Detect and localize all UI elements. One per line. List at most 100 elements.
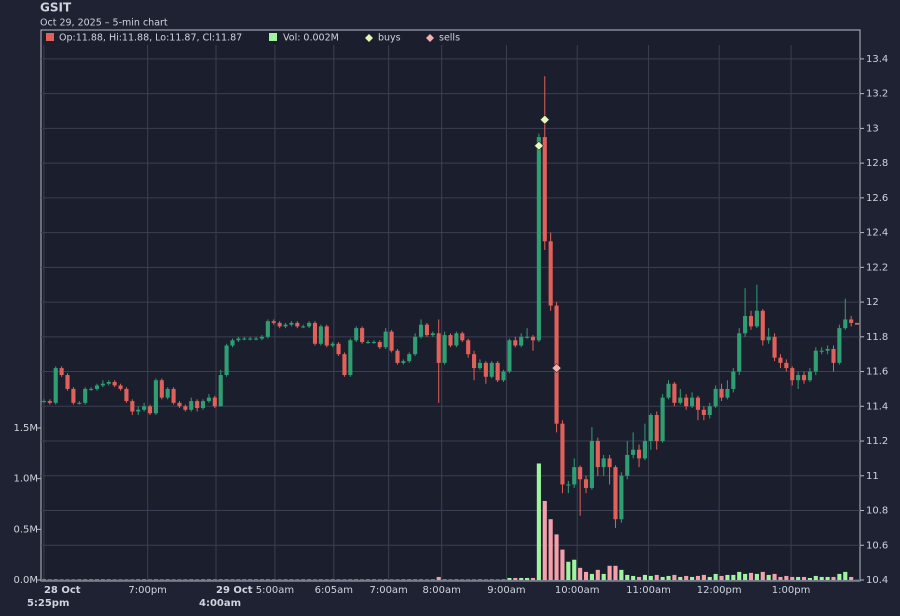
volume-bar <box>501 579 506 580</box>
y-tick-label: 12.8 <box>866 158 888 169</box>
volume-bar <box>619 569 624 580</box>
volume-bar <box>660 576 665 580</box>
candle-body <box>301 326 306 328</box>
candle-body <box>483 362 488 377</box>
candle-body <box>578 467 583 480</box>
volume-bar <box>377 579 382 580</box>
candle-body <box>572 467 577 485</box>
volume-bar <box>177 579 182 580</box>
volume-bar <box>754 573 759 580</box>
candle-body <box>583 479 589 488</box>
volume-bar <box>454 579 459 580</box>
candle-body <box>289 322 294 325</box>
candle-body <box>607 458 612 468</box>
volume-bar <box>796 576 801 580</box>
candle-body <box>642 441 648 459</box>
candle-body <box>701 409 706 415</box>
candle-body <box>165 388 170 398</box>
candle-body <box>542 137 547 242</box>
volume-bar <box>666 575 671 580</box>
volume-bar <box>183 579 188 580</box>
candle-body <box>259 336 265 339</box>
candle-body <box>189 401 194 410</box>
volume-bar <box>424 579 429 580</box>
buys-marker <box>539 114 550 125</box>
volume-bar <box>701 574 706 580</box>
candle-body <box>601 458 606 468</box>
volume-bar <box>383 579 388 580</box>
candle-body <box>801 375 807 381</box>
volume-bar <box>536 463 541 580</box>
candle-body <box>230 340 235 346</box>
candle-body <box>743 315 748 334</box>
volume-bar <box>737 571 742 580</box>
volume-bar <box>407 579 412 580</box>
volume-bar <box>271 579 276 580</box>
volume-bar <box>743 573 748 580</box>
candle-body <box>843 319 848 329</box>
x-tick-label: 12:00pm <box>697 585 742 596</box>
volume-bar <box>648 575 653 580</box>
candle-body <box>595 441 600 468</box>
x-tick-label: 11:00am <box>626 585 671 596</box>
volume-bar <box>83 579 88 580</box>
volume-bar <box>613 565 618 580</box>
volume-bar <box>601 573 606 580</box>
legend-ohlc: Op:11.88, Hi:11.88, Lo:11.87, Cl:11.87 <box>59 33 242 44</box>
candle-body <box>813 350 818 372</box>
candle-body <box>631 449 636 455</box>
volume-bar <box>230 579 235 580</box>
volume-bar <box>819 576 824 580</box>
volume-bar <box>236 579 241 580</box>
candle-body <box>707 406 712 415</box>
volume-bar <box>690 576 695 580</box>
y2-tick-label: 1.5M <box>13 423 38 434</box>
volume-bar <box>265 579 270 580</box>
volume-bar <box>707 576 712 580</box>
volume-bar <box>695 575 701 580</box>
candle-body <box>318 326 323 344</box>
volume-bar <box>41 579 47 580</box>
volume-bar <box>118 579 123 580</box>
x-tick-label: 7:00am <box>369 585 407 596</box>
candle-body <box>413 336 418 355</box>
candle-body <box>171 388 176 403</box>
candle-body <box>424 324 429 336</box>
candle-body <box>206 397 211 402</box>
volume-bar <box>542 500 547 580</box>
volume-bar <box>307 579 312 580</box>
y-tick-label: 11.8 <box>866 332 888 343</box>
candle-body <box>59 368 64 376</box>
volume-bar <box>719 575 724 580</box>
legend-swatch <box>269 33 277 41</box>
candle-body <box>454 333 459 346</box>
buys-marker <box>533 140 544 151</box>
candle-body <box>854 322 860 325</box>
candle-body <box>725 388 730 398</box>
volume-bar <box>171 579 176 580</box>
volume-bar <box>218 579 223 580</box>
volume-bar <box>654 574 659 580</box>
candle-body <box>377 342 382 348</box>
volume-bar <box>448 579 453 580</box>
volume-bar <box>165 579 170 580</box>
candle-body <box>401 361 406 363</box>
candle-body <box>825 348 830 351</box>
volume-bar <box>336 579 341 580</box>
candle-body <box>307 322 312 327</box>
candle-body <box>360 328 365 343</box>
candle-body <box>719 388 724 398</box>
candle-body <box>713 388 718 407</box>
candle-body <box>147 406 153 414</box>
candle-body <box>672 383 677 403</box>
candle-body <box>460 333 465 341</box>
volume-bar <box>277 579 282 580</box>
chart-subtitle: Oct 29, 2025 – 5-min chart <box>40 18 168 29</box>
volume-bar <box>731 574 736 580</box>
candle-body <box>383 331 388 348</box>
candle-body <box>295 322 300 327</box>
candle-body <box>236 338 241 341</box>
candle-body <box>819 350 824 352</box>
volume-bar <box>301 579 306 580</box>
volume-bar <box>130 579 135 580</box>
